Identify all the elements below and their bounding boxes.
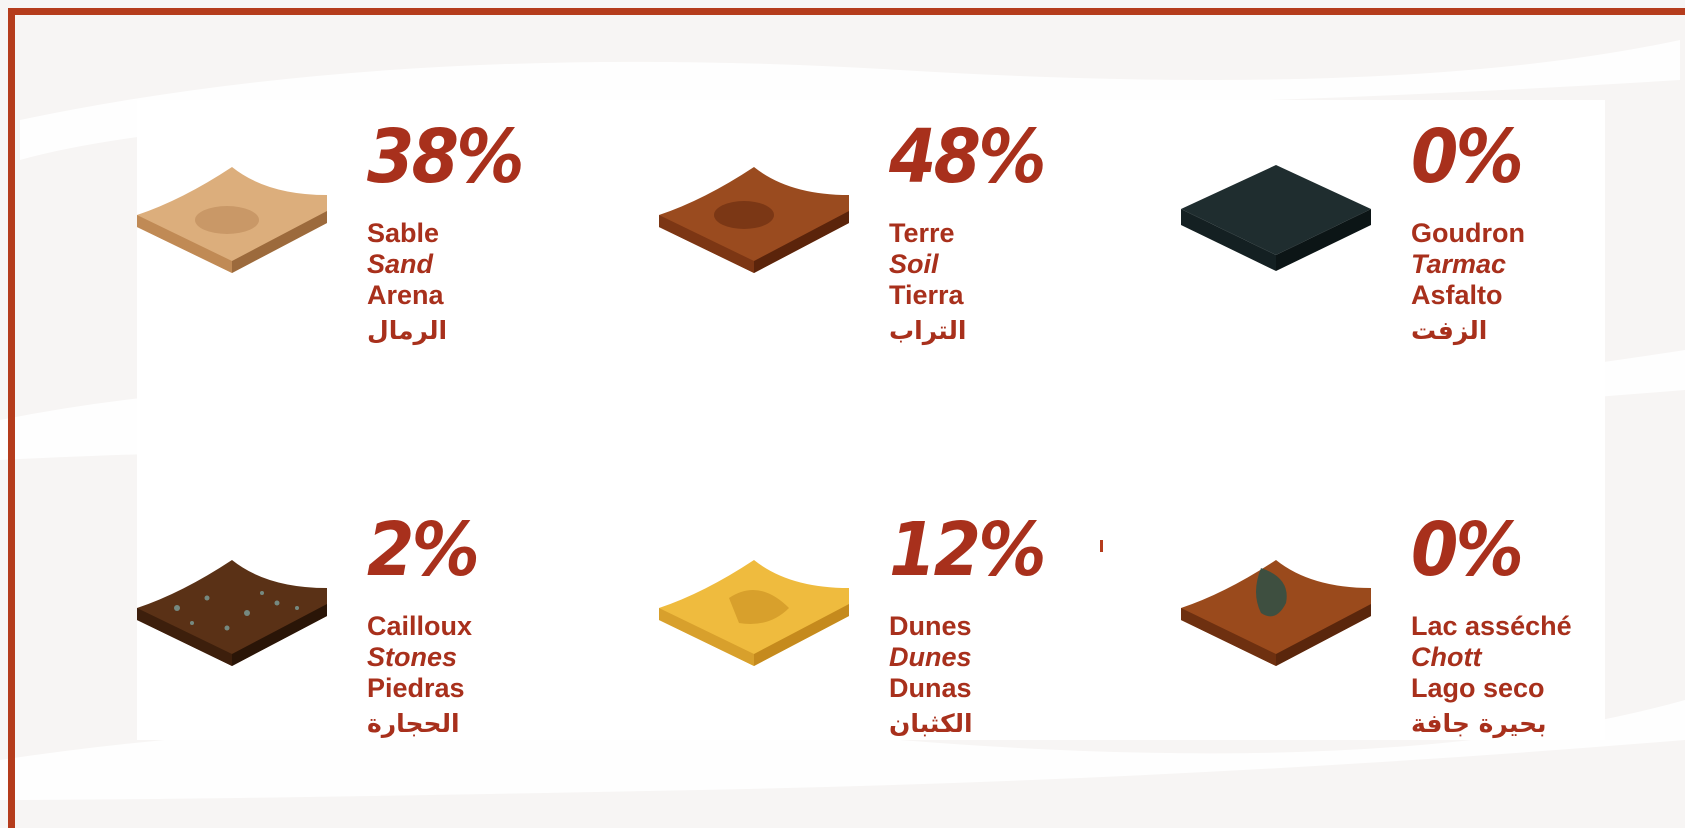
dunes-label-en: Dunes [889, 642, 972, 672]
terrain-panel: 38% Sable Sand Arena الرمال 48% Terre So… [137, 100, 1605, 740]
chott-terrain-icon [1181, 560, 1371, 666]
soil-labels: Terre Soil Tierra التراب [889, 218, 966, 349]
dunes-percent: 12% [889, 507, 1046, 593]
chott-label-fr: Lac asséché [1411, 611, 1572, 641]
terrain-card-chott: 0% Lac asséché Chott Lago seco بحيرة جاف… [1181, 503, 1681, 743]
stones-percent: 2% [367, 507, 480, 593]
chott-labels: Lac asséché Chott Lago seco بحيرة جافة [1411, 611, 1572, 742]
tarmac-label-fr: Goudron [1411, 218, 1525, 248]
sand-label-ar: الرمال [367, 316, 448, 345]
sand-label-fr: Sable [367, 218, 440, 248]
tarmac-label-en: Tarmac [1411, 249, 1507, 279]
chott-label-es: Lago seco [1411, 673, 1545, 703]
terrain-card-dunes: 12% Dunes Dunes Dunas الكثبان [659, 503, 1159, 743]
tarmac-labels: Goudron Tarmac Asfalto الزفت [1411, 218, 1525, 349]
dunes-labels: Dunes Dunes Dunas الكثبان [889, 611, 973, 742]
terrain-card-sand: 38% Sable Sand Arena الرمال [137, 110, 637, 350]
page-frame [8, 8, 1685, 828]
stones-labels: Cailloux Stones Piedras الحجارة [367, 611, 472, 742]
soil-label-en: Soil [889, 249, 939, 279]
sand-label-en: Sand [367, 249, 434, 279]
chott-label-en: Chott [1411, 642, 1482, 672]
dunes-label-es: Dunas [889, 673, 972, 703]
sand-percent: 38% [367, 114, 524, 200]
stones-terrain-icon [137, 560, 327, 666]
tarmac-terrain-icon [1181, 165, 1371, 271]
soil-terrain-icon [659, 167, 849, 273]
stones-label-fr: Cailloux [367, 611, 473, 641]
tarmac-percent: 0% [1411, 114, 1524, 200]
dunes-terrain-icon [659, 560, 849, 666]
sand-label-es: Arena [367, 280, 444, 310]
terrain-card-soil: 48% Terre Soil Tierra التراب [659, 110, 1159, 350]
chott-percent: 0% [1411, 507, 1524, 593]
dunes-label-fr: Dunes [889, 611, 972, 641]
soil-label-es: Tierra [889, 280, 964, 310]
chott-label-ar: بحيرة جافة [1411, 709, 1547, 738]
terrain-card-tarmac: 0% Goudron Tarmac Asfalto الزفت [1181, 110, 1681, 350]
dunes-label-ar: الكثبان [889, 709, 973, 738]
sand-terrain-icon [137, 167, 327, 273]
stones-label-es: Piedras [367, 673, 465, 703]
stones-label-en: Stones [367, 642, 458, 672]
accent-mark [1100, 540, 1103, 552]
tarmac-label-es: Asfalto [1411, 280, 1503, 310]
soil-label-fr: Terre [889, 218, 955, 248]
sand-labels: Sable Sand Arena الرمال [367, 218, 447, 349]
terrain-card-stones: 2% Cailloux Stones Piedras الحجارة [137, 503, 637, 743]
stones-label-ar: الحجارة [367, 709, 460, 738]
soil-percent: 48% [889, 114, 1046, 200]
soil-label-ar: التراب [889, 316, 967, 345]
tarmac-label-ar: الزفت [1411, 316, 1488, 345]
